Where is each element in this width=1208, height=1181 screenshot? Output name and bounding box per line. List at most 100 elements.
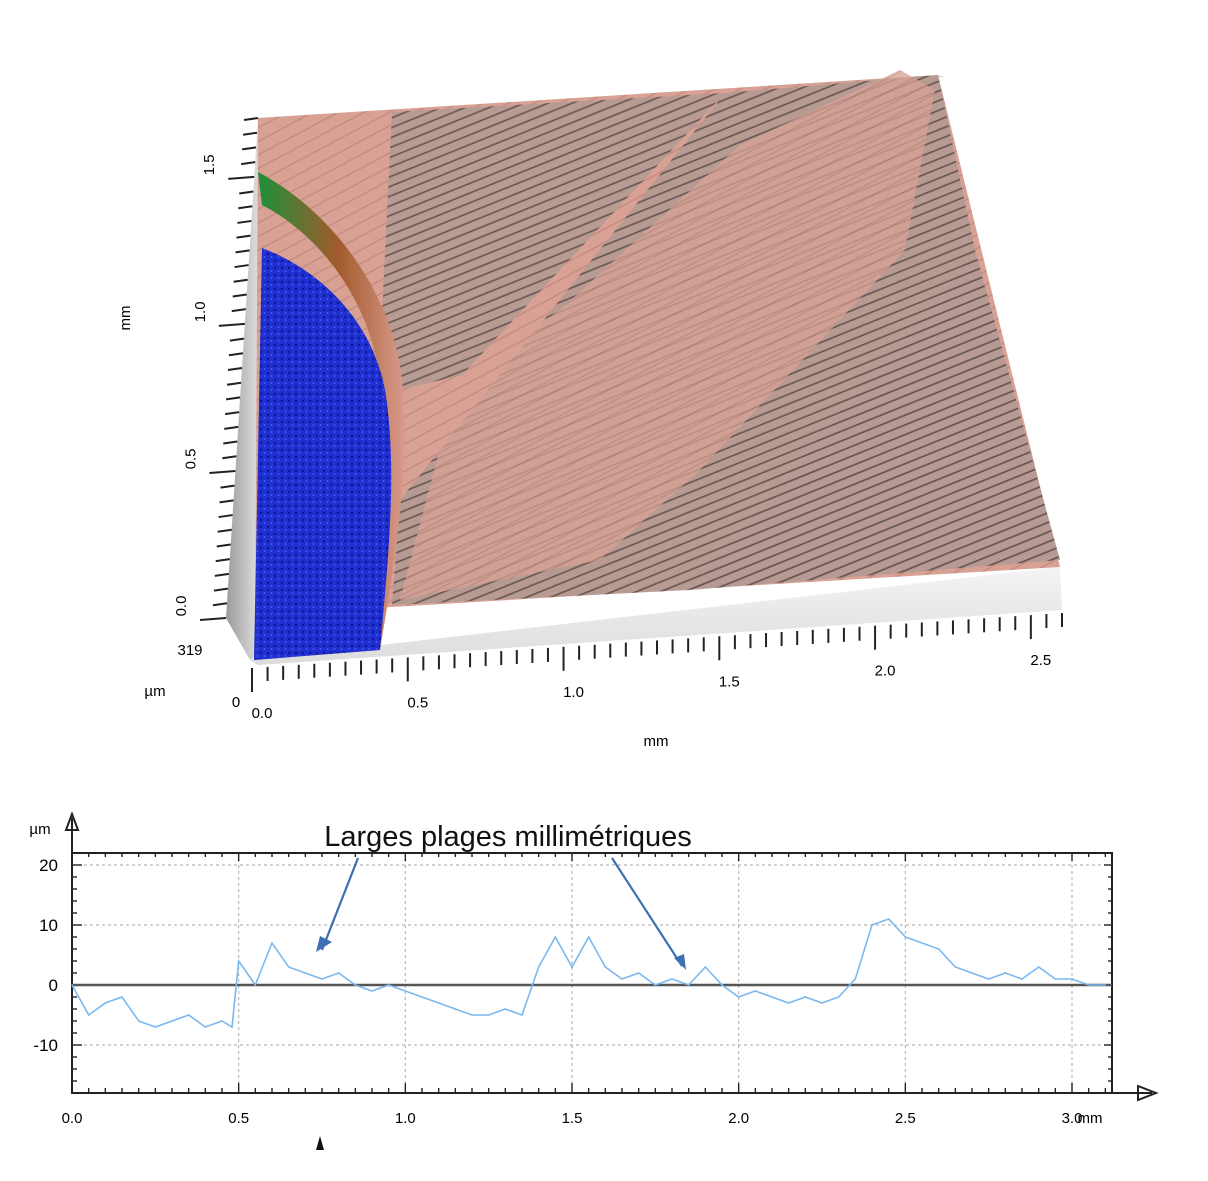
profile-chart: 20 10 0 -10 0.0 0.5 1.0 1.5 2.0 2.5 3.0 µm mm Lar… bbox=[29, 811, 1159, 1150]
profile-point bbox=[137, 1020, 140, 1022]
profile-point bbox=[237, 960, 240, 962]
plot-frame bbox=[71, 852, 1113, 1094]
profile-point bbox=[354, 984, 357, 986]
profile-y-tick-labels: 20 10 0 -10 bbox=[33, 856, 58, 1055]
surface-x-tick-labels: 0.0 0.5 1.0 1.5 2.0 2.5 bbox=[252, 652, 1052, 722]
profile-point bbox=[154, 1026, 157, 1028]
x-tick-label: 2.5 bbox=[895, 1110, 916, 1127]
profile-points bbox=[71, 918, 1107, 1028]
surface-y-tick bbox=[225, 396, 241, 401]
surface-y-tick bbox=[213, 587, 229, 592]
profile-point bbox=[754, 990, 757, 992]
profile-x-tick-labels: 0.0 0.5 1.0 1.5 2.0 2.5 3.0 bbox=[62, 1110, 1083, 1127]
surface-z-axis-label: µm bbox=[144, 683, 165, 700]
profile-point bbox=[904, 936, 907, 938]
profile-point bbox=[487, 1014, 490, 1016]
profile-point bbox=[521, 1014, 523, 1016]
surface-y-tick bbox=[215, 558, 230, 563]
profile-point bbox=[937, 948, 940, 950]
surface-y-tick bbox=[209, 469, 236, 474]
profile-point bbox=[971, 972, 973, 974]
profile-point bbox=[421, 996, 423, 998]
profile-point bbox=[554, 936, 557, 938]
profile-point bbox=[387, 984, 390, 986]
surface-y-tick bbox=[216, 543, 231, 548]
profile-point bbox=[737, 996, 740, 998]
annotation-arrow-left bbox=[320, 857, 360, 951]
surface-y-tick bbox=[222, 455, 237, 460]
profile-point bbox=[871, 924, 873, 926]
surface-y-tick bbox=[228, 175, 255, 180]
surface-band-dark-1 bbox=[378, 93, 725, 395]
profile-point bbox=[271, 942, 273, 944]
profile-point bbox=[304, 972, 307, 974]
y-tick-label: -10 bbox=[33, 1036, 58, 1055]
annotation-label: Larges plages millimétriques bbox=[324, 821, 692, 853]
x-tick-label: 1.5 bbox=[562, 1110, 583, 1127]
surface-y-tick bbox=[223, 440, 238, 445]
y-tick-label: 0 bbox=[49, 976, 58, 995]
profile-point bbox=[587, 936, 590, 938]
profile-point bbox=[1071, 978, 1073, 980]
surface-y-tick bbox=[241, 161, 256, 166]
profile-point bbox=[987, 978, 990, 980]
profile-point bbox=[437, 1002, 440, 1004]
cursor-marker bbox=[316, 1136, 324, 1150]
surface-axis-ticks bbox=[199, 117, 1063, 692]
profile-point bbox=[104, 1002, 107, 1004]
profile-point bbox=[171, 1020, 173, 1022]
profile-point bbox=[854, 978, 857, 980]
surface-y-tick-label: 1.0 bbox=[192, 301, 209, 322]
left-wall bbox=[226, 118, 262, 660]
profile-point bbox=[954, 966, 957, 968]
surface-y-tick bbox=[227, 367, 243, 371]
surface-x-tick-label: 0.5 bbox=[407, 694, 428, 711]
profile-point bbox=[1021, 978, 1023, 980]
y-tick-label: 10 bbox=[39, 916, 58, 935]
surface-y-tick bbox=[236, 234, 251, 239]
surface-band-dark-3 bbox=[690, 250, 1060, 590]
front-wall bbox=[250, 567, 1062, 665]
profile-point bbox=[637, 972, 640, 974]
profile-point bbox=[1004, 972, 1007, 974]
surface-y-tick bbox=[237, 219, 252, 224]
profile-point bbox=[254, 984, 257, 986]
profile-point bbox=[504, 1008, 507, 1010]
surface-x-tick-label: 1.0 bbox=[563, 684, 584, 701]
x-tick-label: 0.5 bbox=[228, 1110, 249, 1127]
profile-point bbox=[1087, 984, 1090, 986]
profile-point bbox=[221, 1020, 223, 1022]
profile-point bbox=[404, 990, 407, 992]
profile-point bbox=[671, 978, 673, 980]
profile-point bbox=[771, 996, 773, 998]
annotation-arrowhead-left bbox=[316, 936, 332, 952]
plot-grid bbox=[72, 853, 1112, 1093]
profile-point bbox=[654, 984, 657, 986]
surface-y-tick bbox=[219, 499, 234, 504]
surface-y-axis-label: mm bbox=[117, 306, 134, 331]
profile-point bbox=[621, 978, 623, 980]
profile-point bbox=[1054, 978, 1057, 980]
profile-point bbox=[604, 966, 607, 968]
surface-z-tick-min: 0 bbox=[232, 694, 240, 711]
profile-point bbox=[121, 996, 123, 998]
x-tick-label: 1.0 bbox=[395, 1110, 416, 1127]
profile-x-unit: mm bbox=[1078, 1110, 1103, 1127]
profile-point bbox=[187, 1014, 190, 1016]
y-tick-label: 20 bbox=[39, 856, 58, 875]
surface-y-tick-labels: 0.0 0.5 1.0 1.5 bbox=[173, 154, 218, 616]
profile-point bbox=[471, 1014, 473, 1016]
profile-point bbox=[887, 918, 890, 920]
surface-y-tick bbox=[231, 308, 246, 313]
profile-point bbox=[704, 966, 707, 968]
profile-point bbox=[921, 942, 923, 944]
surface-x-tick-label: 1.5 bbox=[719, 673, 740, 690]
surface-x-tick-label: 2.0 bbox=[875, 663, 896, 680]
surface-y-tick bbox=[199, 617, 227, 621]
profile-point bbox=[71, 984, 73, 986]
surface-y-tick bbox=[214, 572, 229, 577]
surface-y-tick-label: 0.5 bbox=[182, 449, 199, 470]
surface-y-tick bbox=[233, 278, 248, 283]
annotation-arrowhead-right bbox=[674, 954, 686, 970]
surface-x-axis-label: mm bbox=[644, 733, 669, 750]
